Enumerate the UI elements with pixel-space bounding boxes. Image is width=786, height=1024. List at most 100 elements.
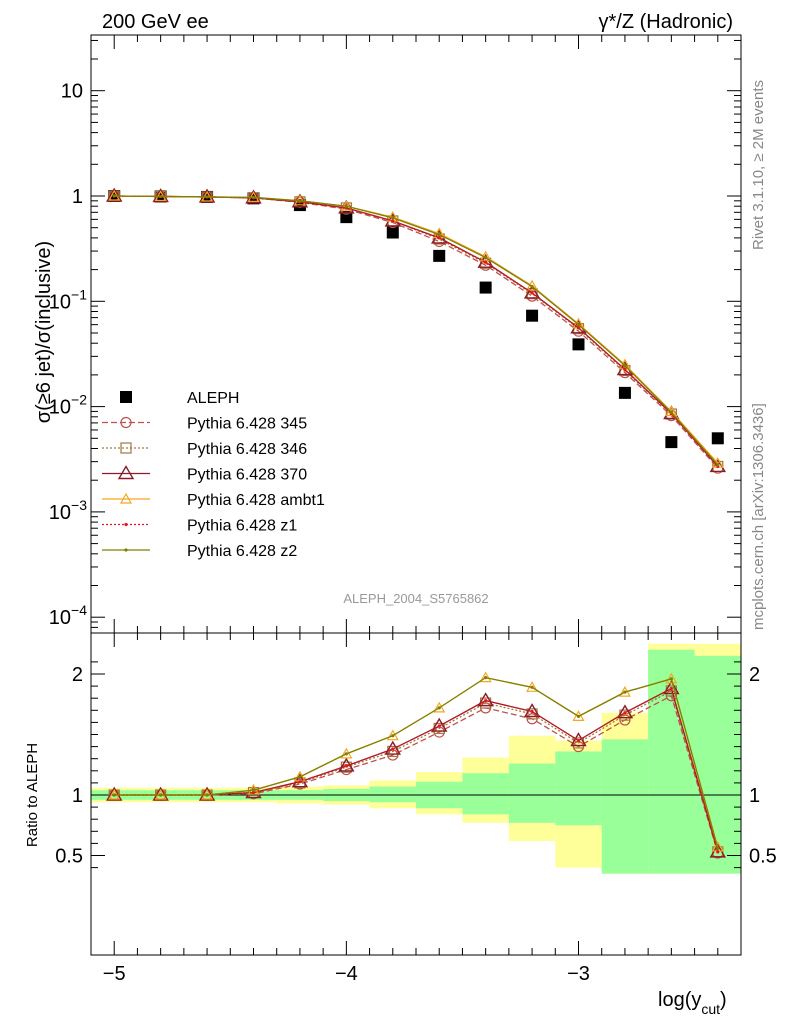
ratio-point-z2 (251, 788, 256, 792)
main-point-z2 (623, 364, 627, 368)
ratio-point-p370 (430, 717, 448, 732)
main-line-z2 (114, 195, 719, 466)
legend-item: Pythia 6.428 346 (102, 441, 307, 458)
ratio-point-z2 (576, 714, 581, 718)
legend-label: Pythia 6.428 345 (187, 416, 307, 433)
rivet-label: Rivet 3.1.10, ≥ 2M events (750, 80, 767, 250)
legend-marker-z1 (124, 522, 128, 527)
ratio-point-ambt1 (433, 701, 446, 713)
legend-label: Pythia 6.428 z1 (187, 518, 297, 535)
mcplots-label: mcplots.cern.ch [arXiv:1306.3436] (750, 403, 767, 630)
main-ytick-label: 1 (72, 186, 83, 208)
legend-marker-p370 (117, 465, 135, 480)
ratio-ytick-label-right: 1 (749, 785, 760, 807)
legend-item: Pythia 6.428 ambt1 (102, 492, 325, 509)
main-point-z2 (576, 323, 581, 327)
main-point-aleph (618, 386, 631, 399)
ratio-point-z2 (205, 793, 209, 797)
main-point-z2 (669, 410, 673, 415)
ratio-point-z1 (437, 724, 441, 728)
main-point-z1 (437, 236, 441, 240)
main-point-aleph (711, 432, 724, 445)
ratio-point-z1 (530, 709, 534, 714)
ratio-point-z2 (530, 685, 534, 689)
ratio-point-z2 (484, 676, 488, 680)
legend: ALEPH Pythia 6.428 345 Pythia 6.428 346 Pyt… (102, 390, 325, 560)
ratio-point-z1 (484, 699, 488, 703)
ratio-y-ticks: 0.5 0.5 1 1 2 2 (55, 661, 777, 869)
ratio-point-z2 (391, 734, 395, 738)
header-right: γ*/Z (Hadronic) (599, 11, 733, 33)
main-point-aleph (665, 436, 678, 449)
ratio-point-ambt1 (479, 671, 492, 683)
main-panel: ALEPH_2004_S5765862 σ(≥6 jet)/σ(inclusiv… (33, 34, 742, 634)
main-point-aleph (386, 226, 399, 239)
ratio-ytick-label-left: 0.5 (55, 846, 83, 868)
band-green (369, 786, 416, 803)
legend-marker-p345 (120, 416, 132, 429)
ratio-point-ambt1 (665, 672, 678, 684)
ratio-point-z2 (112, 793, 116, 797)
main-point-z2 (391, 216, 395, 220)
ratio-ytick-label-left: 2 (72, 664, 83, 686)
band-green (694, 655, 741, 874)
ratio-ylabel: Ratio to ALEPH (24, 743, 41, 847)
legend-marker-z2 (124, 548, 128, 552)
x-axis-label: log(ycut) (658, 989, 727, 1017)
legend-item: Pythia 6.428 z1 (102, 518, 297, 535)
band-green (555, 751, 602, 826)
ratio-point-ambt1 (386, 729, 399, 741)
band-green (462, 773, 509, 815)
main-ytick-label: 10−1 (49, 286, 87, 313)
ratio-point-p370 (384, 740, 402, 755)
legend-item: Pythia 6.428 z2 (102, 543, 297, 560)
main-point-aleph (526, 309, 539, 322)
ratio-point-p370 (570, 732, 587, 747)
ratio-point-z1 (669, 686, 673, 691)
main-point-z2 (716, 463, 720, 467)
x-axis-label-main: log(y (658, 989, 701, 1011)
ratio-frame (90, 632, 742, 956)
legend-marker-aleph (120, 391, 132, 403)
legend-label: Pythia 6.428 ambt1 (187, 492, 325, 509)
main-ylabel: σ(≥6 jet)/σ(inclusive) (33, 241, 55, 423)
x-axis-label-sub: cut (701, 1001, 720, 1017)
ratio-line-z2 (114, 676, 719, 849)
ratio-point-p370 (105, 786, 123, 801)
xtick-label: −4 (335, 963, 358, 985)
main-point-z1 (576, 326, 581, 330)
main-point-z2 (530, 284, 534, 289)
ratio-ytick-label-left: 1 (72, 785, 83, 807)
ratio-point-z1 (251, 790, 256, 795)
ratio-point-z1 (576, 738, 581, 743)
legend-label: ALEPH (187, 390, 239, 407)
ratio-point-z2 (669, 677, 673, 681)
main-ytick-label: 10−2 (49, 392, 87, 419)
main-point-aleph (340, 211, 353, 224)
ratio-point-p370 (477, 692, 494, 707)
legend-item: Pythia 6.428 345 (102, 416, 307, 433)
ratio-ytick-label-right: 0.5 (749, 846, 777, 868)
ratio-point-z2 (623, 690, 627, 694)
main-point-p370 (152, 188, 169, 203)
main-point-z2 (205, 195, 209, 199)
main-point-z2 (298, 199, 302, 203)
main-point-z1 (391, 219, 395, 223)
ratio-point-z2 (344, 752, 348, 756)
xtick-label: −3 (567, 963, 590, 985)
main-series-z2 (112, 194, 720, 467)
ratio-bands (91, 643, 741, 874)
legend-label: Pythia 6.428 346 (187, 441, 307, 458)
main-point-z1 (530, 291, 534, 295)
main-series (105, 187, 727, 474)
xtick-label: −5 (103, 963, 126, 985)
ratio-point-z1 (623, 711, 627, 715)
main-point-ambt1 (665, 405, 678, 417)
ratio-point-z1 (344, 764, 348, 768)
ratio-point-p370 (338, 757, 355, 772)
legend-marker-p346 (120, 442, 132, 454)
x-ticks: −5 −4 −3 (90, 633, 742, 985)
ratio-series-z2 (112, 676, 720, 850)
main-point-z2 (159, 194, 163, 199)
